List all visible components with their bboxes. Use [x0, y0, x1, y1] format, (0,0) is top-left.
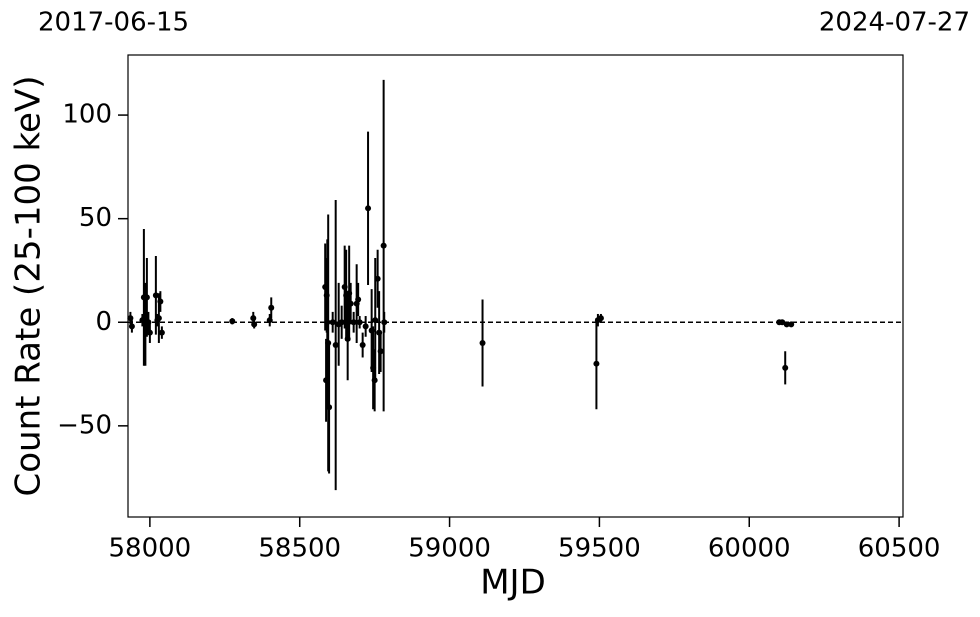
data-point	[332, 342, 339, 349]
data-point	[788, 321, 795, 328]
start-date: 2017-06-15	[38, 8, 189, 38]
data-point	[347, 300, 354, 307]
data-point	[250, 315, 257, 322]
data-point	[381, 319, 388, 326]
data-point	[779, 319, 786, 326]
data-point	[356, 319, 363, 326]
data-point	[377, 348, 384, 355]
data-point	[372, 317, 379, 324]
data-point	[597, 315, 604, 322]
data-point	[783, 321, 790, 328]
data-point	[157, 298, 164, 305]
data-point	[326, 404, 333, 411]
data-point	[329, 319, 336, 326]
data-point	[365, 205, 372, 212]
data-point	[593, 360, 600, 367]
x-tick-label: 59500	[558, 534, 641, 564]
data-point	[251, 321, 258, 328]
x-tick-label: 59000	[408, 534, 491, 564]
data-point	[380, 242, 387, 249]
data-point	[362, 323, 369, 330]
data-point	[128, 323, 135, 330]
data-point	[479, 339, 486, 346]
data-point	[229, 318, 236, 325]
x-tick-label: 60000	[708, 534, 791, 564]
data-point	[355, 296, 362, 303]
end-date: 2024-07-27	[819, 8, 970, 38]
data-point	[127, 315, 134, 322]
data-point	[158, 329, 165, 336]
y-tick-label: 50	[79, 203, 112, 233]
data-point	[266, 317, 273, 324]
plot-frame	[127, 54, 904, 518]
data-point	[268, 304, 275, 311]
x-axis-label: MJD	[480, 563, 546, 603]
x-tick-label: 58500	[258, 534, 341, 564]
y-tick-label: 100	[62, 100, 112, 130]
y-axis-label: Count Rate (25-100 keV)	[9, 76, 49, 497]
x-tick-label: 60500	[858, 534, 941, 564]
data-point	[152, 292, 159, 299]
y-tick-label: −50	[57, 410, 112, 440]
data-point	[143, 294, 150, 301]
data-point	[359, 342, 366, 349]
data-point	[374, 275, 381, 282]
x-tick-label: 58000	[109, 534, 192, 564]
y-tick-label: 0	[95, 307, 112, 337]
data-point	[146, 329, 153, 336]
data-point	[782, 364, 789, 371]
data-point	[350, 319, 357, 326]
data-point	[155, 315, 162, 322]
data-point	[338, 319, 345, 326]
